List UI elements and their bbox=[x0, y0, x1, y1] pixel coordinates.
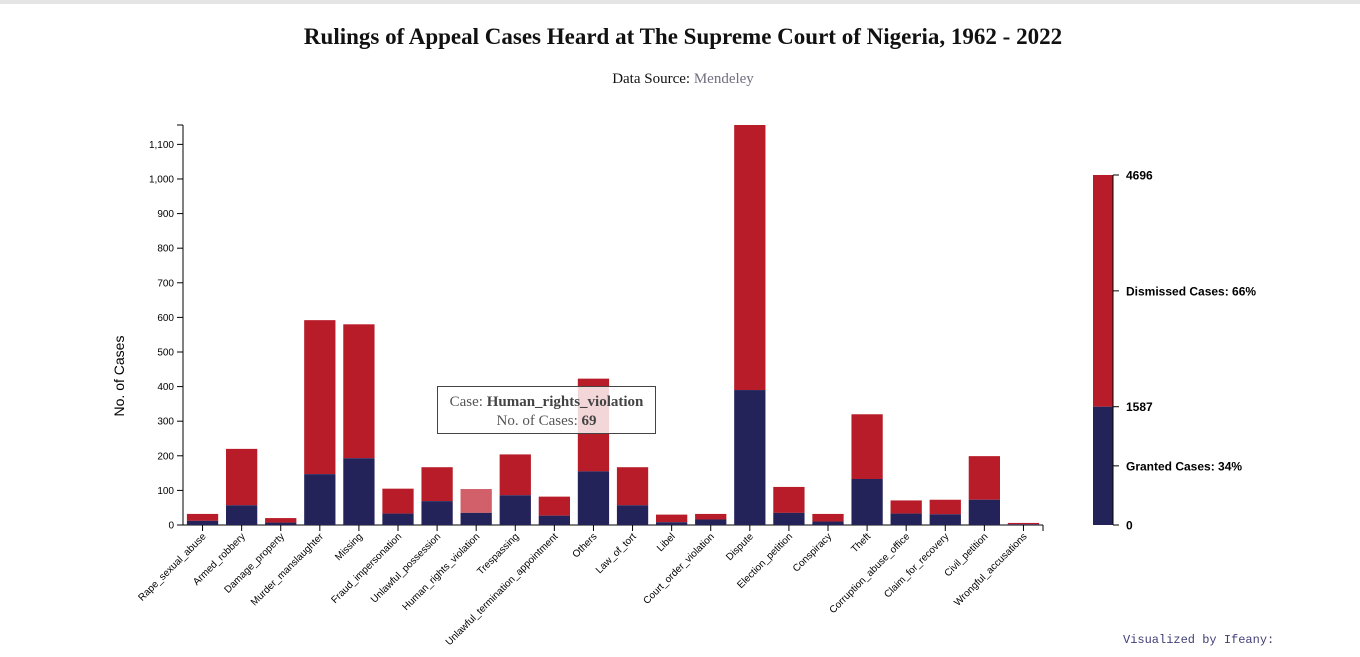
x-tick-label: Conspiracy bbox=[791, 531, 834, 574]
bar-dismissed bbox=[226, 448, 258, 506]
hover-tooltip: Case: Human_rights_violation No. of Case… bbox=[437, 386, 656, 434]
bar-granted bbox=[773, 512, 805, 525]
x-tick-label: Claim_for_recovery bbox=[882, 531, 951, 600]
bar-granted bbox=[343, 458, 375, 525]
bar-dismissed bbox=[734, 125, 766, 391]
bar-granted bbox=[421, 501, 453, 525]
bar-dismissed bbox=[186, 513, 219, 521]
bar-dismissed bbox=[1007, 522, 1040, 525]
y-tick-label: 400 bbox=[157, 382, 174, 393]
x-tick-label: Libel bbox=[655, 531, 678, 554]
y-axis-label: No. of Cases bbox=[111, 336, 127, 417]
x-tick-label: Court_order_violation bbox=[641, 531, 716, 606]
data-source-link[interactable]: Mendeley bbox=[693, 71, 754, 87]
bar-dismissed bbox=[421, 467, 453, 502]
data-source: Data Source: Mendeley bbox=[0, 71, 1360, 88]
x-tick-label: Theft bbox=[849, 531, 873, 555]
x-tick-label: Others bbox=[571, 531, 600, 560]
bar-granted bbox=[695, 519, 727, 525]
y-tick-label: 700 bbox=[157, 278, 174, 289]
bar-dismissed bbox=[929, 499, 961, 515]
chart-title: Rulings of Appeal Cases Heard at The Sup… bbox=[303, 24, 1063, 49]
bar-dismissed bbox=[265, 518, 297, 523]
x-tick-label: Human_rights_violation bbox=[401, 531, 483, 613]
bar-granted bbox=[890, 513, 922, 525]
bar-granted bbox=[265, 522, 297, 525]
bar-dismissed bbox=[773, 486, 805, 513]
bar-dismissed bbox=[695, 513, 727, 520]
bar-dismissed bbox=[538, 496, 570, 516]
bar-granted bbox=[499, 495, 531, 525]
bar-granted bbox=[851, 478, 883, 525]
y-tick-label: 600 bbox=[157, 313, 174, 324]
bar-granted bbox=[186, 520, 219, 525]
bar-dismissed bbox=[890, 500, 922, 514]
y-tick-label: 900 bbox=[157, 209, 174, 220]
x-tick-label: Dispute bbox=[724, 531, 756, 563]
tooltip-count-label: No. of Cases: bbox=[496, 413, 578, 429]
y-tick-label: 100 bbox=[157, 486, 174, 497]
x-tick-label: Law_of_tort bbox=[594, 531, 639, 576]
data-source-label: Data Source: bbox=[612, 71, 691, 87]
legend-label: 1587 bbox=[1126, 400, 1153, 414]
bar-dismissed bbox=[968, 456, 1000, 500]
y-tick-label: 800 bbox=[157, 244, 174, 255]
bar-dismissed bbox=[343, 324, 375, 459]
bar-granted bbox=[656, 522, 688, 525]
bar-granted bbox=[382, 513, 414, 525]
legend-dismissed-bar bbox=[1093, 175, 1113, 407]
y-tick-label: 500 bbox=[157, 347, 174, 358]
y-tick-label: 1,100 bbox=[149, 140, 174, 151]
bar-dismissed bbox=[616, 467, 649, 506]
x-tick-label: Fraud_impersonation bbox=[330, 531, 405, 606]
bar-dismissed bbox=[304, 320, 336, 475]
bar-dismissed bbox=[812, 513, 844, 522]
y-tick-label: 1,000 bbox=[149, 174, 174, 185]
bar-granted bbox=[460, 512, 492, 525]
legend-label: Dismissed Cases: 66% bbox=[1126, 284, 1256, 298]
y-tick-label: 200 bbox=[157, 451, 174, 462]
bar-granted bbox=[577, 471, 610, 525]
legend-label: Granted Cases: 34% bbox=[1126, 459, 1242, 473]
bar-granted bbox=[304, 474, 336, 525]
top-border bbox=[0, 0, 1360, 4]
bar-dismissed bbox=[460, 489, 492, 513]
legend-granted-bar bbox=[1093, 406, 1113, 525]
bar-dismissed bbox=[499, 454, 531, 496]
bar-dismissed bbox=[851, 414, 883, 479]
x-tick-label: Corruption_abuse_office bbox=[828, 531, 913, 616]
x-tick-label: Wrongful_accusations bbox=[952, 531, 1029, 608]
bar-granted bbox=[226, 505, 258, 525]
y-tick-label: 300 bbox=[157, 417, 174, 428]
x-tick-label: Missing bbox=[333, 531, 365, 563]
x-tick-label: Unlawful_possession bbox=[369, 531, 443, 605]
bar-granted bbox=[968, 499, 1000, 525]
tooltip-case-label: Case: bbox=[449, 394, 483, 410]
legend-label: 4696 bbox=[1126, 169, 1153, 183]
legend-label: 0 bbox=[1126, 519, 1133, 533]
x-tick-label: Rape_sexual_abuse bbox=[136, 531, 209, 604]
bar-granted bbox=[929, 514, 961, 525]
tooltip-count-value: 69 bbox=[581, 413, 597, 429]
bar-dismissed bbox=[656, 514, 688, 523]
bar-dismissed bbox=[382, 488, 414, 514]
bar-granted bbox=[1007, 524, 1040, 525]
tooltip-case-value: Human_rights_violation bbox=[486, 394, 644, 410]
bar-granted bbox=[812, 521, 844, 525]
x-tick-label: Murder_manslaughter bbox=[249, 531, 326, 608]
bar-granted bbox=[538, 515, 570, 525]
bar-granted bbox=[616, 505, 649, 525]
credit-text: Visualized by Ifeany: bbox=[1123, 633, 1275, 647]
bar-granted bbox=[734, 390, 766, 525]
y-tick-label: 0 bbox=[168, 521, 174, 532]
